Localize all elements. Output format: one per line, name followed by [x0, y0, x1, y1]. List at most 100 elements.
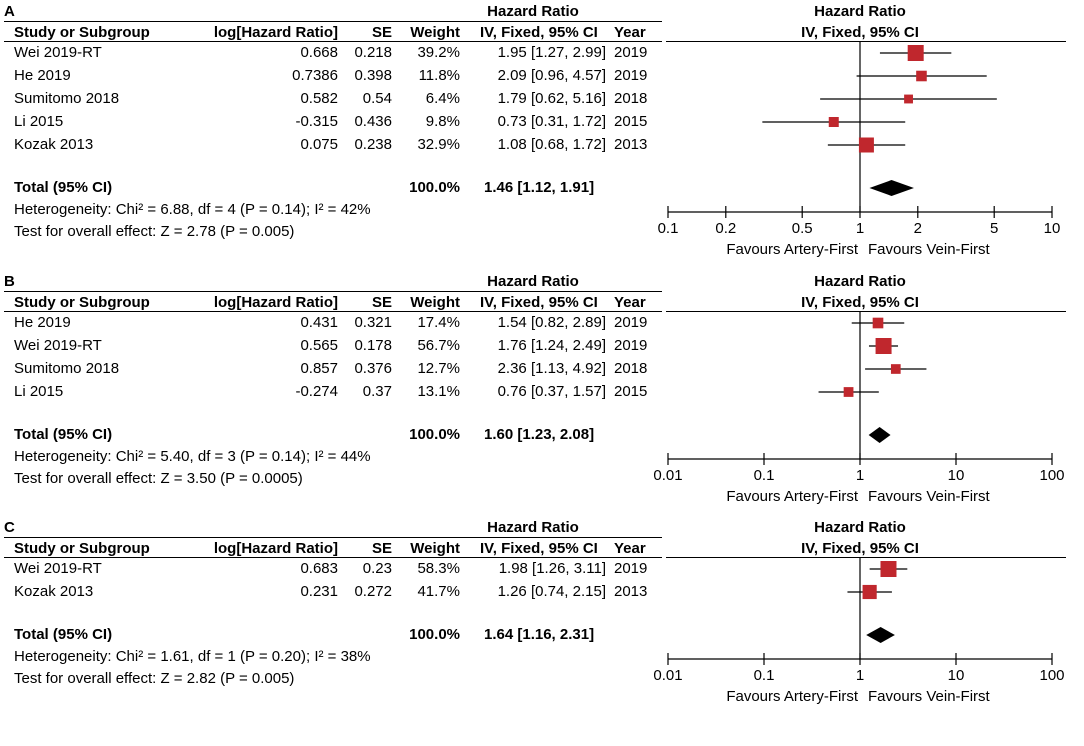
- plot-header-sub: IV, Fixed, 95% CI: [801, 24, 919, 41]
- ci-header: IV, Fixed, 95% CI: [480, 540, 598, 557]
- x-tick-label: 1: [856, 667, 864, 684]
- se-value: 0.178: [354, 337, 392, 354]
- header-bottom-rule: [4, 557, 662, 558]
- study-effect-box: [880, 561, 897, 577]
- weight-value: 11.8%: [418, 67, 460, 84]
- x-tick-label: 2: [914, 220, 922, 237]
- se-header: SE: [371, 24, 392, 41]
- weight-value: 17.4%: [417, 314, 460, 331]
- year-header: Year: [614, 294, 646, 311]
- se-value: 0.238: [354, 136, 392, 153]
- weight-value: 13.1%: [417, 383, 460, 400]
- hr-ci-value: 1.76 [1.24, 2.49]: [497, 337, 606, 354]
- log-hr-value: -0.274: [295, 383, 338, 400]
- study-effect-box: [907, 45, 924, 61]
- hr-header-top: Hazard Ratio: [487, 519, 579, 536]
- study-name: Kozak 2013: [14, 583, 94, 600]
- se-header: SE: [371, 540, 392, 557]
- hr-header-top: Hazard Ratio: [487, 3, 579, 20]
- log-hr-value: -0.315: [295, 113, 338, 130]
- hr-ci-value: 0.76 [0.37, 1.57]: [497, 383, 606, 400]
- hr-ci-value: 2.09 [0.96, 4.57]: [497, 67, 606, 84]
- year-value: 2019: [614, 67, 648, 84]
- heterogeneity-text: Heterogeneity: Chi² = 6.88, df = 4 (P = …: [14, 201, 371, 218]
- heterogeneity-text: Heterogeneity: Chi² = 5.40, df = 3 (P = …: [14, 448, 371, 465]
- log-hr-value: 0.431: [300, 314, 338, 331]
- hr-ci-value: 2.36 [1.13, 4.92]: [497, 360, 606, 377]
- x-tick-label: 5: [990, 220, 998, 237]
- total-hr-ci: 1.60 [1.23, 2.08]: [484, 426, 595, 443]
- x-tick-label: 100: [1039, 467, 1064, 484]
- log-hr-value: 0.857: [300, 360, 338, 377]
- plot-header-rule: [666, 41, 1066, 42]
- forest-plot-c: 0.01 0.1 1 10 100 Favours Artery-First Favours…: [653, 558, 1065, 705]
- favours-right-label: Favours Vein-First: [868, 688, 991, 705]
- weight-value: 32.9%: [417, 136, 460, 153]
- log-hr-header: log[Hazard Ratio]: [213, 24, 338, 41]
- weight-value: 9.8%: [425, 113, 460, 130]
- plot-header-rule: [666, 311, 1066, 312]
- year-value: 2013: [614, 136, 648, 153]
- log-hr-value: 0.582: [300, 90, 338, 107]
- total-label: Total (95% CI): [14, 426, 113, 443]
- total-hr-ci: 1.46 [1.12, 1.91]: [484, 179, 595, 196]
- total-weight: 100.0%: [409, 626, 460, 643]
- ci-header: IV, Fixed, 95% CI: [480, 24, 598, 41]
- se-header: SE: [371, 294, 392, 311]
- favours-right-label: Favours Vein-First: [868, 241, 991, 258]
- x-tick-label: 0.01: [653, 667, 682, 684]
- study-name: Wei 2019-RT: [14, 44, 102, 61]
- overall-effect-text: Test for overall effect: Z = 2.78 (P = 0…: [14, 223, 295, 240]
- x-tick-label: 0.2: [715, 220, 736, 237]
- plot-header-top: Hazard Ratio: [814, 519, 906, 536]
- log-hr-value: 0.668: [300, 44, 338, 61]
- favours-left-label: Favours Artery-First: [726, 241, 859, 258]
- x-tick-label: 0.01: [653, 467, 682, 484]
- year-value: 2019: [614, 560, 648, 577]
- study-effect-box: [916, 70, 927, 82]
- weight-header: Weight: [410, 24, 460, 41]
- log-hr-value: 0.683: [300, 560, 338, 577]
- study-name: Sumitomo 2018: [14, 90, 120, 107]
- hr-ci-value: 0.73 [0.31, 1.72]: [497, 113, 606, 130]
- study-effect-box: [843, 387, 854, 397]
- year-value: 2018: [614, 360, 648, 377]
- se-value: 0.398: [354, 67, 392, 84]
- x-tick-label: 100: [1039, 667, 1064, 684]
- panel-label: C: [4, 519, 15, 536]
- weight-value: 41.7%: [417, 583, 460, 600]
- se-value: 0.321: [354, 314, 392, 331]
- se-value: 0.436: [354, 113, 392, 130]
- hr-ci-value: 1.79 [0.62, 5.16]: [497, 90, 606, 107]
- study-name: Sumitomo 2018: [14, 360, 120, 377]
- hr-ci-value: 1.26 [0.74, 2.15]: [497, 583, 606, 600]
- year-value: 2019: [614, 314, 648, 331]
- study-header: Study or Subgroup: [14, 540, 150, 557]
- x-tick-label: 10: [948, 467, 965, 484]
- hr-ci-value: 1.08 [0.68, 1.72]: [497, 136, 606, 153]
- x-tick-label: 1: [856, 467, 864, 484]
- study-effect-box: [872, 317, 884, 329]
- forest-panel-c: C Hazard Ratio Study or Subgroup log[Hazard…: [0, 516, 1084, 746]
- pooled-diamond: [868, 427, 891, 443]
- study-name: Li 2015: [14, 383, 64, 400]
- x-tick-label: 1: [856, 220, 864, 237]
- study-name: Kozak 2013: [14, 136, 94, 153]
- plot-header-rule: [666, 557, 1066, 558]
- favours-left-label: Favours Artery-First: [726, 688, 859, 705]
- se-value: 0.218: [354, 44, 392, 61]
- favours-left-label: Favours Artery-First: [726, 488, 859, 505]
- x-tick-label: 0.1: [754, 667, 775, 684]
- year-value: 2015: [614, 113, 648, 130]
- study-effect-box: [890, 364, 901, 374]
- log-hr-value: 0.565: [300, 337, 338, 354]
- hr-header-top: Hazard Ratio: [487, 273, 579, 290]
- log-hr-value: 0.7386: [292, 67, 338, 84]
- weight-value: 6.4%: [425, 90, 460, 107]
- se-value: 0.23: [362, 560, 392, 577]
- log-hr-value: 0.231: [300, 583, 338, 600]
- weight-value: 39.2%: [417, 44, 460, 61]
- x-tick-label: 0.5: [792, 220, 813, 237]
- se-value: 0.272: [354, 583, 392, 600]
- se-value: 0.376: [354, 360, 392, 377]
